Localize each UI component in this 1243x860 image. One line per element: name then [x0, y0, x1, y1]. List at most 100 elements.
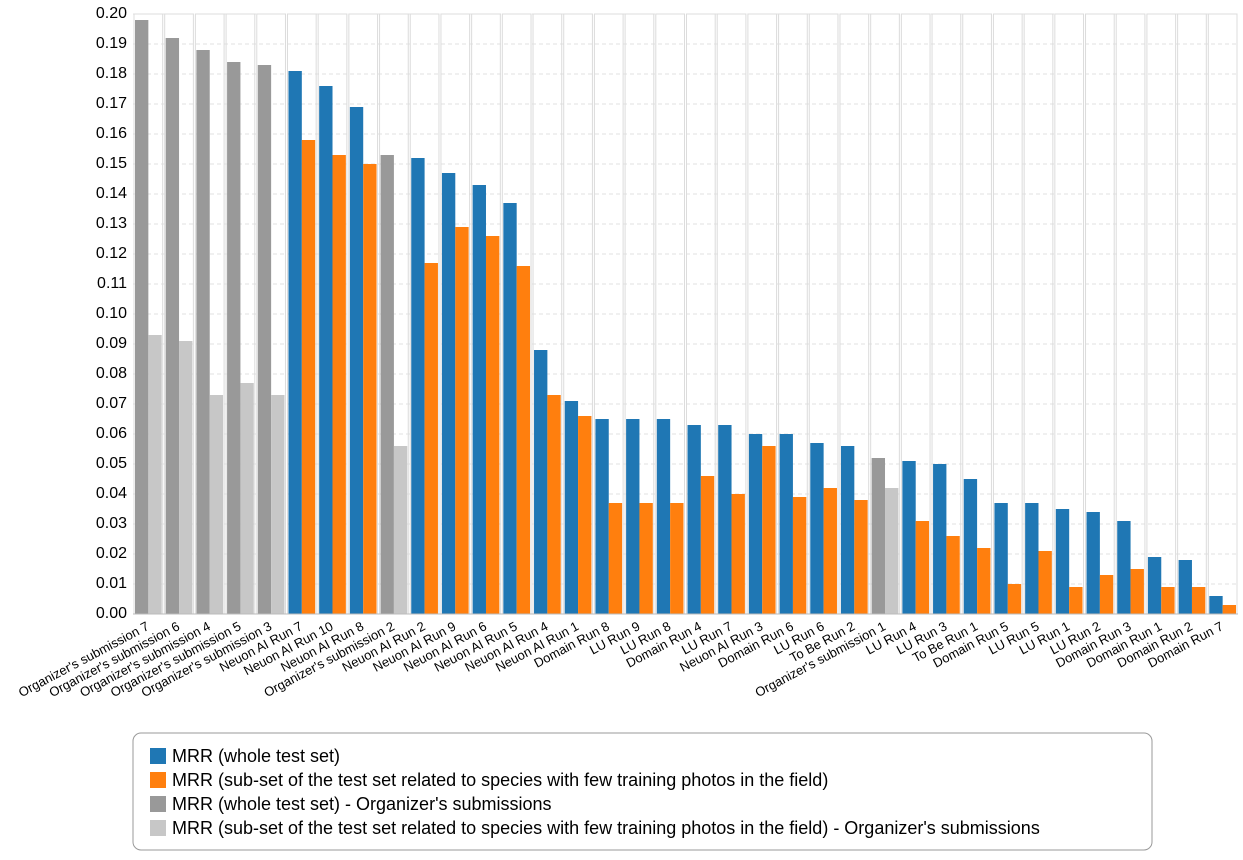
bar [319, 86, 333, 614]
bar [380, 155, 394, 614]
bar [411, 158, 425, 614]
bar [332, 155, 346, 614]
bar [485, 236, 500, 614]
y-tick-label: 0.06 [96, 425, 127, 442]
y-tick-label: 0.01 [96, 575, 127, 592]
y-tick-label: 0.19 [96, 35, 127, 52]
bar [516, 266, 531, 614]
bar [209, 395, 224, 614]
bar [687, 425, 701, 614]
bar [257, 65, 272, 614]
bar [656, 419, 671, 614]
bar [595, 419, 609, 614]
bar [472, 185, 486, 614]
bar [779, 434, 793, 614]
legend-swatch [150, 772, 166, 788]
bar [718, 425, 732, 614]
bar [288, 71, 302, 614]
legend-swatch [150, 796, 166, 812]
bar [1025, 503, 1039, 614]
y-tick-label: 0.15 [96, 155, 127, 172]
legend-label: MRR (sub-set of the test set related to … [172, 770, 828, 790]
bar [503, 203, 517, 614]
legend-label: MRR (whole test set) - Organizer's submi… [172, 794, 552, 814]
bar [424, 263, 438, 614]
bar [1191, 587, 1206, 614]
bar [1069, 587, 1083, 614]
bar [700, 476, 715, 614]
bar [534, 350, 548, 614]
bar [810, 443, 824, 614]
bar [363, 164, 377, 614]
bar [871, 458, 886, 614]
y-tick-label: 0.00 [96, 605, 127, 622]
y-tick-label: 0.02 [96, 545, 127, 562]
bar [1038, 551, 1052, 614]
legend-swatch [150, 748, 166, 764]
bar [670, 503, 684, 614]
bar [135, 20, 149, 614]
bar [626, 419, 640, 614]
bar [1117, 521, 1131, 614]
bar [1222, 605, 1236, 614]
bar [564, 401, 579, 614]
y-tick-label: 0.04 [96, 485, 127, 502]
bar [792, 497, 807, 614]
bar [1161, 587, 1175, 614]
bar [762, 446, 776, 614]
bar [885, 488, 899, 614]
bar [994, 503, 1008, 614]
bar [240, 383, 254, 614]
y-tick-label: 0.20 [96, 5, 127, 22]
bar [1055, 509, 1070, 614]
bar [840, 446, 855, 614]
bar [1086, 512, 1100, 614]
bar [271, 395, 285, 614]
bar [196, 50, 210, 614]
y-tick-label: 0.14 [96, 185, 127, 202]
bar [608, 503, 623, 614]
legend-label: MRR (whole test set) [172, 746, 340, 766]
bar [902, 461, 916, 614]
bar [933, 464, 947, 614]
bar [227, 62, 241, 614]
bar [301, 140, 316, 614]
bar [823, 488, 837, 614]
y-tick-label: 0.12 [96, 245, 127, 262]
y-tick-label: 0.09 [96, 335, 127, 352]
bar [963, 479, 978, 614]
bar [731, 494, 745, 614]
bar [1007, 584, 1022, 614]
bar [1130, 569, 1144, 614]
legend-swatch [150, 820, 166, 836]
y-tick-label: 0.07 [96, 395, 127, 412]
y-tick-label: 0.18 [96, 65, 127, 82]
y-tick-label: 0.16 [96, 125, 127, 142]
bar [1099, 575, 1114, 614]
y-tick-label: 0.13 [96, 215, 127, 232]
y-tick-label: 0.11 [97, 275, 127, 292]
legend-box [132, 732, 1153, 851]
bar [179, 341, 193, 614]
bar [455, 227, 469, 614]
bar [1147, 557, 1162, 614]
y-tick-label: 0.03 [96, 515, 127, 532]
bar [946, 536, 960, 614]
bar [639, 503, 653, 614]
bar [547, 395, 561, 614]
bar [393, 446, 408, 614]
bar [441, 173, 456, 614]
bar [915, 521, 930, 614]
bar [578, 416, 592, 614]
bar [165, 38, 180, 614]
y-tick-label: 0.17 [96, 95, 127, 112]
bar [349, 107, 364, 614]
bar [1209, 596, 1223, 614]
legend-label: MRR (sub-set of the test set related to … [172, 818, 1040, 838]
y-tick-label: 0.05 [96, 455, 127, 472]
bar [148, 335, 162, 614]
y-tick-label: 0.08 [96, 365, 127, 382]
bar [854, 500, 868, 614]
bar [1178, 560, 1192, 614]
